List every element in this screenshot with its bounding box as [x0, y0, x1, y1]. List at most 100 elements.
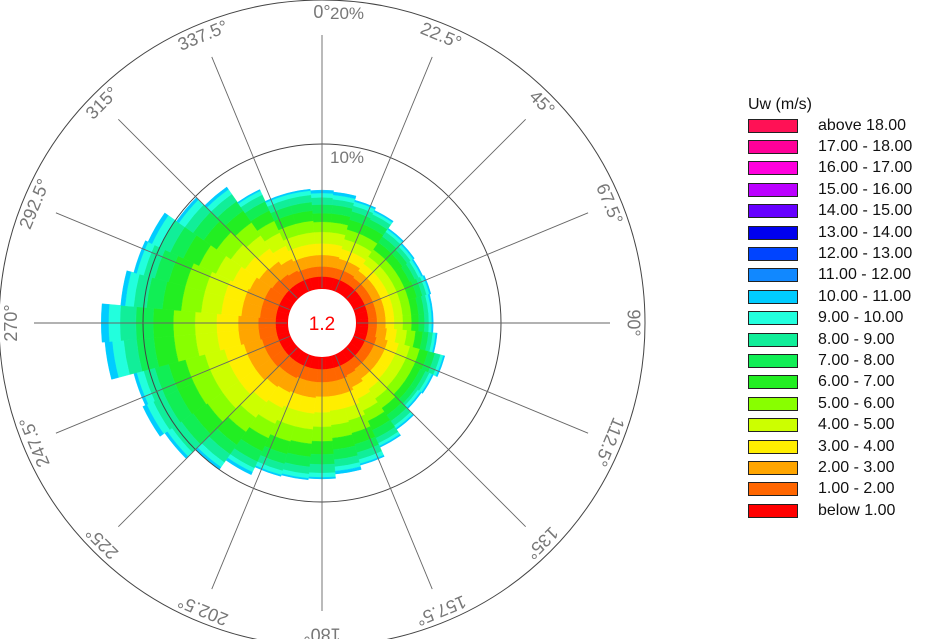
grid-spoke-7: [334, 355, 433, 590]
direction-label-13: 292.5°: [15, 176, 53, 232]
grid-spoke-14: [118, 119, 298, 299]
legend-label: 15.00 - 16.00: [818, 180, 913, 198]
direction-label-4: 90°: [623, 309, 643, 336]
legend-swatch: [748, 332, 798, 347]
sector-330-bin-10: [237, 189, 261, 204]
legend-label: 6.00 - 7.00: [818, 373, 895, 391]
radial-label-10: 10%: [330, 148, 364, 167]
legend-label: 14.00 - 15.00: [818, 202, 913, 220]
direction-label-5: 112.5°: [591, 415, 629, 470]
legend-label: 8.00 - 9.00: [818, 330, 895, 348]
sector-280-bin-10: [120, 270, 132, 306]
legend-entry: 7.00 - 8.00: [748, 350, 933, 371]
legend-entry: 16.00 - 17.00: [748, 158, 933, 179]
calm-label: 1.2: [309, 314, 335, 335]
legend-swatch: [748, 460, 798, 475]
legend-label: 5.00 - 6.00: [818, 394, 895, 412]
grid-spoke-5: [354, 335, 589, 434]
legend-label: 1.00 - 2.00: [818, 480, 895, 498]
grid-spoke-1: [334, 56, 433, 291]
legend: Uw (m/s) above 18.00 17.00 - 18.00 16.00 -…: [748, 95, 933, 521]
legend-swatch: [748, 439, 798, 454]
sector-30-bin-10: [373, 210, 394, 223]
legend-label: below 1.00: [818, 501, 896, 519]
direction-label-8: 180°: [303, 624, 340, 639]
wind-rose-chart: 1.2 10% 20%0° 22.5° 45° 67.5° 90° 112.5° 135° 157…: [0, 0, 646, 639]
direction-label-14: 315°: [82, 83, 122, 123]
legend-label: 7.00 - 8.00: [818, 351, 895, 369]
direction-label-7: 157.5°: [413, 591, 469, 629]
direction-label-3: 67.5°: [592, 181, 627, 228]
sector-320-bin-10: [204, 186, 229, 208]
legend-title: Uw (m/s): [748, 96, 812, 113]
grid-spoke-3: [354, 212, 589, 311]
sector-290-bin-10: [133, 240, 149, 274]
direction-label-10: 225°: [82, 523, 122, 563]
direction-label-6: 135°: [522, 523, 562, 563]
legend-swatch: [748, 225, 798, 240]
legend-entry: 1.00 - 2.00: [748, 479, 933, 500]
legend-label: 3.00 - 4.00: [818, 437, 895, 455]
direction-label-2: 45°: [525, 86, 558, 119]
legend-entry: 11.00 - 12.00: [748, 265, 933, 286]
legend-entry: 14.00 - 15.00: [748, 201, 933, 222]
legend-swatch: [748, 161, 798, 176]
legend-swatch: [748, 482, 798, 497]
sector-120-bin-10: [421, 374, 434, 394]
legend-label: 17.00 - 18.00: [818, 138, 913, 156]
direction-label-12: 270°: [1, 304, 21, 341]
legend-entries: above 18.00 17.00 - 18.00 16.00 - 17.00 15.…: [748, 115, 933, 521]
legend-swatch: [748, 118, 798, 133]
wind-rose-sectors: [101, 186, 446, 481]
sector-300-bin-10: [147, 212, 169, 244]
legend-swatch: [748, 140, 798, 155]
grid-spoke-13: [55, 212, 290, 311]
radial-label-20: 20%: [330, 4, 364, 23]
legend-swatch: [748, 182, 798, 197]
legend-label: 2.00 - 3.00: [818, 458, 895, 476]
grid-ring-20: [0, 0, 646, 639]
legend-entry: 6.00 - 7.00: [748, 372, 933, 393]
legend-label: 11.00 - 12.00: [818, 266, 912, 284]
sector-350-bin-10: [286, 188, 311, 195]
legend-swatch: [748, 289, 798, 304]
legend-swatch: [748, 311, 798, 326]
sector-50-bin-10: [400, 242, 415, 260]
legend-entry: 17.00 - 18.00: [748, 136, 933, 157]
legend-swatch: [748, 247, 798, 262]
direction-label-1: 22.5°: [418, 18, 465, 53]
legend-entry: 9.00 - 10.00: [748, 308, 933, 329]
direction-label-0: 0°: [313, 2, 330, 22]
legend-entry: 4.00 - 5.00: [748, 414, 933, 435]
legend-swatch: [748, 375, 798, 390]
legend-entry: 12.00 - 13.00: [748, 243, 933, 264]
grid-spoke-10: [118, 347, 298, 527]
legend-label: 10.00 - 11.00: [818, 287, 912, 305]
grid-spoke-2: [346, 119, 526, 299]
legend-entry: 8.00 - 9.00: [748, 329, 933, 350]
legend-label: 13.00 - 14.00: [818, 223, 913, 241]
legend-label: 12.00 - 13.00: [818, 245, 913, 263]
legend-entry: 5.00 - 6.00: [748, 393, 933, 414]
legend-entry: 13.00 - 14.00: [748, 222, 933, 243]
legend-entry: above 18.00: [748, 115, 933, 136]
direction-label-15: 337.5°: [175, 16, 231, 54]
legend-entry: 3.00 - 4.00: [748, 436, 933, 457]
legend-entry: below 1.00: [748, 500, 933, 521]
legend-swatch: [748, 204, 798, 219]
sector-10-bin-10: [332, 191, 357, 200]
direction-label-11: 247.5°: [15, 414, 53, 470]
direction-label-9: 202.5°: [175, 591, 231, 629]
legend-label: 16.00 - 17.00: [818, 159, 913, 177]
grid-spoke-11: [55, 335, 290, 434]
legend-label: 4.00 - 5.00: [818, 416, 895, 434]
legend-swatch: [748, 418, 798, 433]
legend-swatch: [748, 503, 798, 518]
legend-entry: 15.00 - 16.00: [748, 179, 933, 200]
legend-entry: 2.00 - 3.00: [748, 457, 933, 478]
legend-label: above 18.00: [818, 116, 907, 134]
sector-240-bin-10: [142, 404, 164, 437]
legend-swatch: [748, 268, 798, 283]
grid-spoke-6: [346, 347, 526, 527]
wind-rose-grid: [0, 0, 646, 639]
